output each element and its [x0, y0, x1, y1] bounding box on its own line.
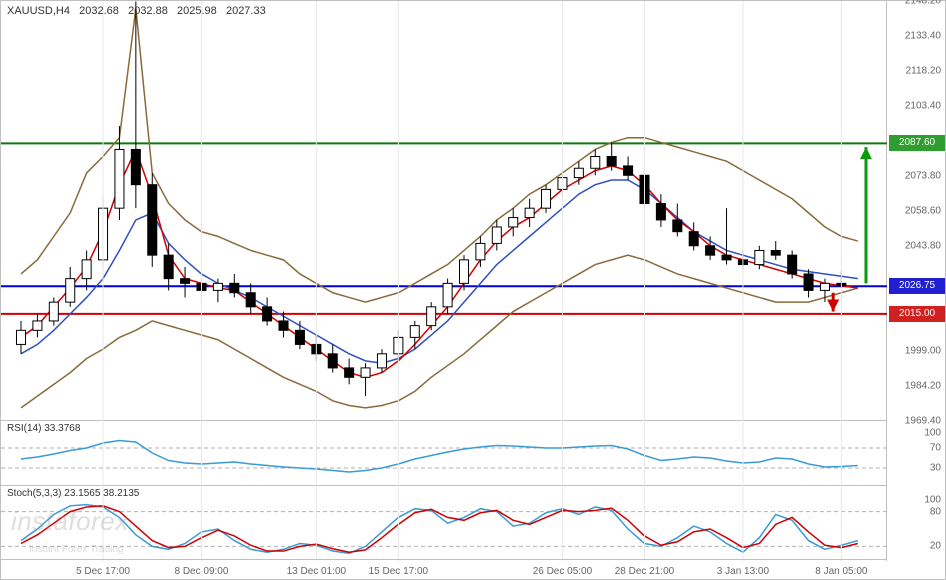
x-tick-label: 13 Dec 01:00	[287, 566, 347, 577]
y-tick-label: 2148.20	[905, 0, 941, 7]
y-tick-label: 2103.40	[905, 101, 941, 112]
stoch-title: Stoch(5,3,3) 23.1565 38.2135	[7, 488, 139, 499]
low-value: 2025.98	[177, 5, 217, 17]
x-tick-label: 5 Dec 17:00	[76, 566, 130, 577]
stoch-y-tick: 80	[930, 506, 941, 517]
y-tick-label: 2133.40	[905, 30, 941, 41]
x-tick-label: 15 Dec 17:00	[369, 566, 429, 577]
x-tick-label: 3 Jan 13:00	[717, 566, 769, 577]
watermark-sub: Instant Forex Trading	[29, 544, 124, 555]
main-price-panel[interactable]: XAUUSD,H4 2032.68 2032.88 2025.98 2027.3…	[1, 1, 887, 421]
y-tick-label: 2118.20	[906, 66, 941, 77]
price-level-tag: 2015.00	[889, 306, 945, 322]
x-tick-label: 26 Dec 05:00	[533, 566, 593, 577]
main-chart-svg	[1, 1, 887, 421]
price-level-tag: 2026.75	[889, 278, 945, 294]
y-tick-label: 2058.60	[905, 206, 941, 217]
close-value: 2027.33	[226, 5, 266, 17]
stoch-panel[interactable]: Stoch(5,3,3) 23.1565 38.2135 instaforex …	[1, 486, 887, 561]
y-tick-label: 2043.80	[905, 241, 941, 252]
y-tick-label: 1969.40	[905, 416, 941, 427]
price-level-tag: 2087.60	[889, 135, 945, 151]
stoch-y-tick: 20	[930, 541, 941, 552]
x-tick-label: 8 Jan 05:00	[815, 566, 867, 577]
open-value: 2032.68	[79, 5, 119, 17]
rsi-title: RSI(14) 33.3768	[7, 423, 80, 434]
symbol-title: XAUUSD,H4 2032.68 2032.88 2025.98 2027.3…	[7, 5, 266, 17]
rsi-panel[interactable]: RSI(14) 33.3768	[1, 421, 887, 486]
symbol-label: XAUUSD,H4	[7, 5, 70, 17]
x-tick-label: 28 Dec 21:00	[615, 566, 675, 577]
chart-container: XAUUSD,H4 2032.68 2032.88 2025.98 2027.3…	[0, 0, 946, 580]
watermark-brand: instaforex	[11, 506, 129, 537]
high-value: 2032.88	[128, 5, 168, 17]
y-tick-label: 1984.20	[905, 381, 941, 392]
x-axis: 5 Dec 17:00 8 Dec 09:00 13 Dec 01:00 15 Dec…	[1, 559, 887, 579]
y-tick-label: 1999.00	[905, 346, 941, 357]
rsi-svg	[1, 421, 887, 486]
y-axis: 1969.40 1984.20 1999.00 2043.80 2058.60 2073.…	[885, 1, 945, 561]
rsi-y-tick: 30	[930, 463, 941, 474]
y-tick-label: 2073.80	[905, 170, 941, 181]
rsi-y-tick: 70	[930, 443, 941, 454]
x-tick-label: 8 Dec 09:00	[175, 566, 229, 577]
stoch-y-tick: 100	[924, 495, 941, 506]
rsi-y-tick: 100	[924, 428, 941, 439]
